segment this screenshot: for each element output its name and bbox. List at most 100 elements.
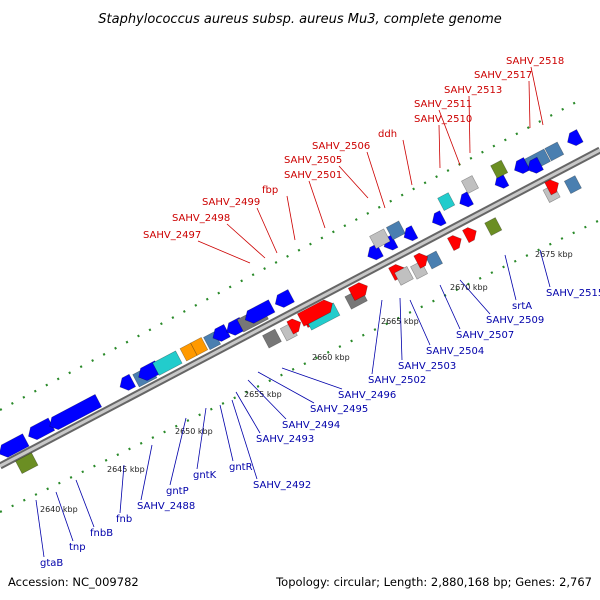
reverse-gene-label: fnbB <box>90 528 113 539</box>
forward-gene-label: SAHV_2513 <box>444 85 502 96</box>
reverse-gene-label: fnb <box>116 514 132 525</box>
leader-line <box>119 464 125 514</box>
reverse-gene-label: SAHV_2492 <box>253 480 311 491</box>
leader-line <box>539 249 551 288</box>
reverse-gene-label: SAHV_2488 <box>137 501 195 512</box>
feature-glyph <box>244 299 276 324</box>
feature-glyph <box>413 252 429 269</box>
feature-shape <box>544 179 559 196</box>
leader-line <box>197 240 251 264</box>
feature-glyph <box>403 225 419 242</box>
feature-glyph <box>490 159 509 179</box>
feature-shape <box>394 266 414 286</box>
feature-shape <box>367 243 384 261</box>
leader-line <box>371 299 383 375</box>
reverse-gene-label: SAHV_2507 <box>456 330 514 341</box>
feature-shape <box>437 192 456 212</box>
feature-shape <box>15 452 39 474</box>
feature-glyph <box>15 452 39 474</box>
feature-shape <box>527 156 544 174</box>
reverse-gene-label: SAHV_2509 <box>486 315 544 326</box>
forward-gene-label: SAHV_2510 <box>414 114 472 125</box>
reverse-gene-label: tnp <box>69 542 86 553</box>
backbone-line <box>0 148 600 468</box>
feature-glyph <box>459 191 474 208</box>
feature-shape <box>563 175 582 195</box>
reverse-gene-label: SAHV_2503 <box>398 361 456 372</box>
feature-glyph <box>462 227 477 244</box>
forward-gene-label: SAHV_2511 <box>414 99 472 110</box>
leader-line <box>399 297 403 361</box>
reverse-gene-label: SAHV_2496 <box>338 390 396 401</box>
feature-glyph <box>190 336 209 356</box>
feature-shape <box>244 299 276 324</box>
feature-glyph <box>567 129 584 146</box>
feature-shape <box>347 282 368 302</box>
reverse-gene-label: SAHV_2493 <box>256 434 314 445</box>
feature-glyph <box>461 175 479 194</box>
forward-gene-label: SAHV_2497 <box>143 230 201 241</box>
map-features: 2640 kbp 2645 kbp 2650 kbp 2655 kbp 2660 kbp… <box>0 56 600 569</box>
feature-shape <box>544 141 565 162</box>
feature-shape <box>431 210 447 227</box>
forward-gene-label: SAHV_2506 <box>312 141 370 152</box>
feature-glyph <box>425 250 443 270</box>
leader-line <box>439 284 461 330</box>
feature-shape <box>403 225 419 242</box>
tick-label: 2655 kbp <box>244 390 282 399</box>
feature-glyph <box>527 156 544 174</box>
forward-gene-label: SAHV_2505 <box>284 155 342 166</box>
feature-glyph <box>367 243 384 261</box>
feature-glyph <box>286 318 302 335</box>
leader-line <box>256 207 278 254</box>
tick-label: 2640 kbp <box>40 505 78 514</box>
leader-line <box>409 299 431 346</box>
leader-line <box>459 279 491 315</box>
feature-glyph <box>484 217 503 236</box>
feature-glyph <box>49 394 103 430</box>
feature-glyph <box>369 228 391 250</box>
leader-line <box>530 66 544 126</box>
leader-line <box>226 223 266 259</box>
feature-glyph <box>212 323 231 342</box>
feature-glyph <box>0 433 30 458</box>
tick-label: 2665 kbp <box>381 317 419 326</box>
feature-shape <box>369 228 391 250</box>
feature-glyph <box>274 289 295 308</box>
feature-shape <box>274 289 295 308</box>
reverse-gene-label: SAHV_2494 <box>282 420 340 431</box>
tick-label: 2670 kbp <box>450 283 488 292</box>
leader-line <box>504 254 517 301</box>
feature-glyph <box>296 299 333 327</box>
leader-line <box>402 139 413 186</box>
feature-shape <box>462 227 477 244</box>
forward-gene-label: SAHV_2499 <box>202 197 260 208</box>
leader-line <box>196 407 207 470</box>
feature-shape <box>296 299 333 327</box>
feature-shape <box>567 129 584 146</box>
feature-glyph <box>544 179 559 196</box>
leader-line <box>308 180 326 229</box>
forward-gene-label: SAHV_2518 <box>506 56 564 67</box>
leader-line <box>257 371 315 404</box>
leader-line <box>286 195 296 241</box>
feature-glyph <box>119 373 137 391</box>
feature-glyph <box>28 417 56 441</box>
leader-line <box>366 151 386 209</box>
genome-summary-text: Topology: circular; Length: 2,880,168 bp… <box>275 575 592 589</box>
feature-glyph <box>262 328 282 349</box>
feature-shape <box>413 252 429 269</box>
leader-line <box>75 479 95 528</box>
feature-glyph <box>347 282 368 302</box>
tick-label: 2660 kbp <box>312 353 350 362</box>
feature-shape <box>461 175 479 194</box>
reverse-gene-label: SAHV_2495 <box>310 404 368 415</box>
feature-shape <box>179 342 198 362</box>
feature-glyph <box>431 210 447 227</box>
leader-line <box>35 499 45 558</box>
feature-shape <box>152 350 183 376</box>
feature-glyph <box>152 350 183 376</box>
reverse-gene-label: SAHV_2504 <box>426 346 484 357</box>
feature-shape <box>490 159 509 179</box>
reverse-gene-label: SAHV_2515 <box>546 288 600 299</box>
